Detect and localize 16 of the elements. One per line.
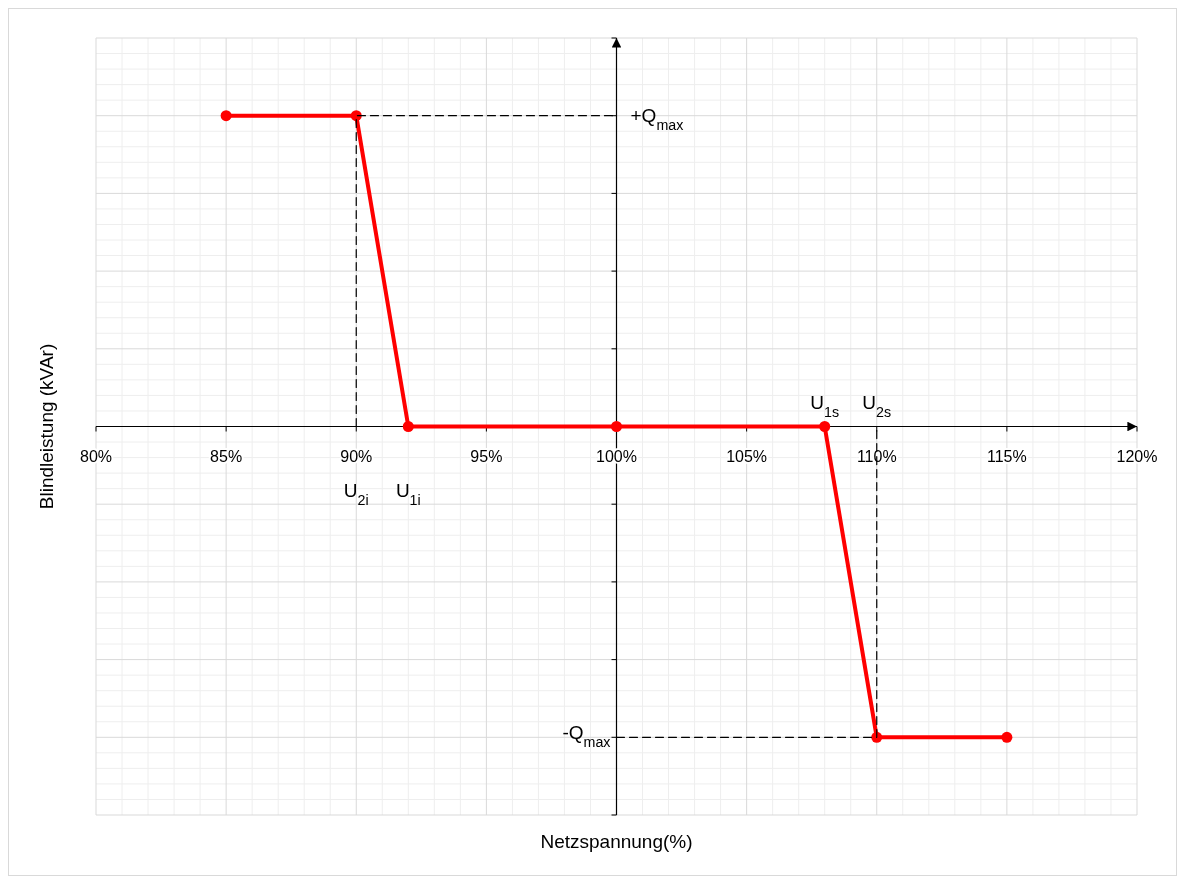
x-axis-title: Netzspannung(%) (540, 831, 693, 852)
x-tick-label: 110% (856, 447, 897, 465)
y-axis-title: Blindleistung (kVAr) (36, 343, 57, 510)
x-tick-label: 80% (79, 447, 113, 465)
x-tick-label: 90% (340, 447, 373, 465)
x-tick-label: 115% (987, 447, 1027, 465)
annotation: +Q$_{max}$ (630, 104, 684, 133)
annotation: U$_{1s}$ (810, 391, 840, 420)
x-tick-label: 95% (470, 447, 503, 465)
annotation: -Q$_{max}$ (562, 722, 611, 751)
x-tick-label: 85% (210, 447, 243, 465)
annotation: U$_{2i}$ (343, 479, 369, 508)
annotation: U$_{1i}$ (395, 479, 421, 508)
x-tick-label: 120% (1116, 447, 1158, 465)
annotation: U$_{2s}$ (862, 391, 892, 420)
x-tick-label: 105% (726, 447, 768, 465)
